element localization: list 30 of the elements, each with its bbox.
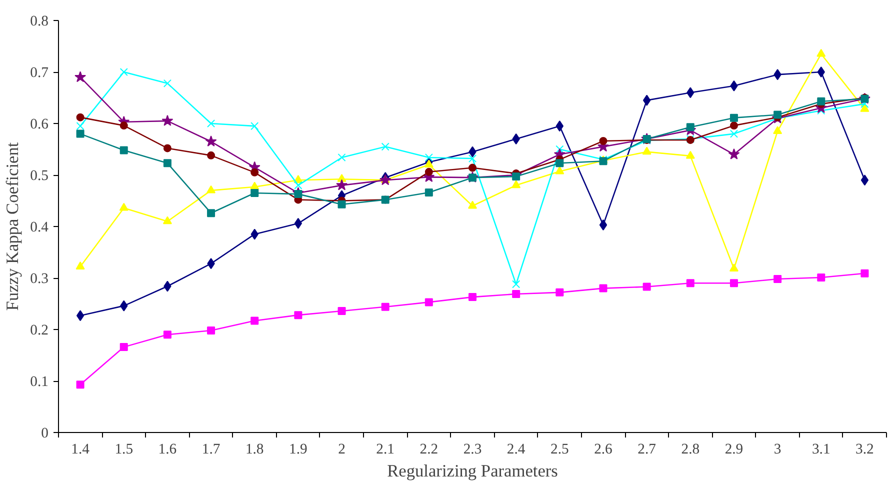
x-tick-label: 1.6: [158, 442, 177, 458]
y-tick-label: 0: [41, 426, 48, 442]
x-tick-label: 2.6: [594, 442, 612, 458]
x-tick-label: 2.7: [638, 442, 656, 458]
x-tick-label: 3.2: [856, 442, 874, 458]
x-tick-label: 1.5: [114, 442, 134, 458]
x-tick-label: 2.5: [550, 442, 569, 458]
y-tick-label: 0.6: [30, 116, 49, 132]
x-tick-label: 2.8: [681, 442, 700, 458]
x-tick-label: 2.2: [420, 442, 438, 458]
y-tick-label: 0.8: [30, 14, 49, 30]
x-tick-label: 1.7: [202, 442, 220, 458]
y-tick-label: 0.2: [30, 322, 49, 338]
x-axis-title: Regularizing Parameters: [387, 462, 558, 480]
y-tick-label: 0.4: [30, 220, 50, 236]
x-tick-label: 2.1: [376, 442, 395, 458]
y-tick-label: 0.3: [30, 271, 49, 287]
x-tick-label: 2.9: [724, 442, 744, 458]
x-tick-label: 3: [774, 442, 782, 458]
x-tick-label: 1.4: [71, 442, 90, 458]
x-tick-label: 2: [338, 442, 346, 458]
x-tick-label: 1.9: [289, 442, 308, 458]
y-tick-label: 0.1: [30, 374, 49, 390]
x-tick-label: 2.3: [463, 442, 482, 458]
y-tick-label: 0.7: [30, 65, 49, 81]
x-tick-label: 3.1: [812, 442, 830, 458]
x-tick-label: 1.8: [245, 442, 264, 458]
y-tick-label: 0.5: [30, 168, 49, 184]
x-tick-label: 2.4: [506, 442, 526, 458]
y-axis-title: Fuzzy Kappa Coeficient: [3, 142, 22, 311]
